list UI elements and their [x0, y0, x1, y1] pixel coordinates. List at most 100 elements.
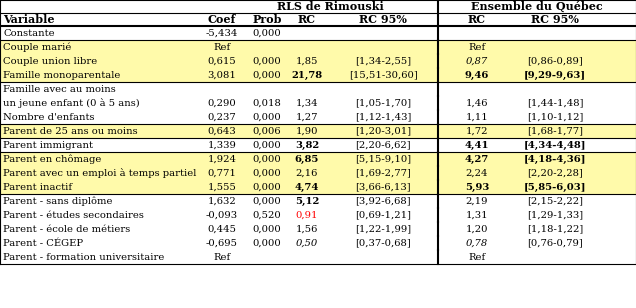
Bar [0, 124, 636, 138]
Bar [0, 250, 636, 264]
Text: [0,86-0,89]: [0,86-0,89] [527, 56, 583, 66]
Bar [0, 13, 636, 26]
Text: 1,11: 1,11 [466, 112, 488, 121]
Text: Parent avec un emploi à temps partiel: Parent avec un emploi à temps partiel [3, 168, 197, 178]
Bar [0, 138, 636, 152]
Bar [0, 68, 636, 82]
Text: 1,924: 1,924 [207, 155, 237, 164]
Text: Parent - école de métiers: Parent - école de métiers [3, 225, 130, 233]
Text: Ref: Ref [213, 43, 231, 51]
Text: 3,82: 3,82 [295, 140, 319, 149]
Text: Parent - études secondaires: Parent - études secondaires [3, 210, 144, 220]
Text: Ref: Ref [468, 253, 486, 261]
Text: [4,34-4,48]: [4,34-4,48] [524, 140, 586, 149]
Text: [1,34-2,55]: [1,34-2,55] [355, 56, 411, 66]
Text: [4,18-4,36]: [4,18-4,36] [524, 155, 586, 164]
Bar [0, 82, 636, 96]
Text: 1,72: 1,72 [466, 127, 488, 136]
Text: 0,000: 0,000 [252, 140, 281, 149]
Text: 0,018: 0,018 [252, 99, 282, 107]
Text: 0,520: 0,520 [252, 210, 281, 220]
Text: 1,31: 1,31 [466, 210, 488, 220]
Text: [0,37-0,68]: [0,37-0,68] [355, 238, 411, 248]
Text: Ensemble du Québec: Ensemble du Québec [471, 1, 603, 12]
Bar [0, 208, 636, 222]
Bar [0, 110, 636, 124]
Bar [0, 152, 636, 166]
Text: [1,10-1,12]: [1,10-1,12] [527, 112, 583, 121]
Bar [0, 0, 636, 13]
Text: 1,20: 1,20 [466, 225, 488, 233]
Text: [1,20-3,01]: [1,20-3,01] [355, 127, 411, 136]
Bar [0, 180, 636, 194]
Text: 0,91: 0,91 [296, 210, 318, 220]
Text: Couple marié: Couple marié [3, 42, 71, 52]
Text: 21,78: 21,78 [291, 71, 322, 79]
Text: Parent - formation universitaire: Parent - formation universitaire [3, 253, 164, 261]
Bar [0, 236, 636, 250]
Text: 1,339: 1,339 [207, 140, 237, 149]
Text: 1,56: 1,56 [296, 225, 318, 233]
Text: [15,51-30,60]: [15,51-30,60] [349, 71, 417, 79]
Text: -0,093: -0,093 [206, 210, 238, 220]
Text: 0,000: 0,000 [252, 225, 281, 233]
Text: Constante: Constante [3, 29, 55, 38]
Text: Parent inactif: Parent inactif [3, 183, 72, 192]
Text: 1,85: 1,85 [296, 56, 318, 66]
Text: [1,44-1,48]: [1,44-1,48] [527, 99, 583, 107]
Text: 0,87: 0,87 [466, 56, 488, 66]
Text: 5,12: 5,12 [295, 197, 319, 205]
Text: [1,22-1,99]: [1,22-1,99] [355, 225, 411, 233]
Text: 1,90: 1,90 [296, 127, 318, 136]
Text: [2,20-2,28]: [2,20-2,28] [527, 168, 583, 177]
Text: Parent - sans diplôme: Parent - sans diplôme [3, 196, 113, 206]
Text: RLS de Rimouski: RLS de Rimouski [277, 1, 384, 12]
Text: Nombre d'enfants: Nombre d'enfants [3, 112, 95, 121]
Text: [1,05-1,70]: [1,05-1,70] [355, 99, 411, 107]
Text: [0,69-1,21]: [0,69-1,21] [355, 210, 411, 220]
Text: un jeune enfant (0 à 5 ans): un jeune enfant (0 à 5 ans) [3, 98, 140, 108]
Text: 0,006: 0,006 [252, 127, 281, 136]
Text: 0,000: 0,000 [252, 56, 281, 66]
Text: [3,66-6,13]: [3,66-6,13] [355, 183, 411, 192]
Text: [9,29-9,63]: [9,29-9,63] [524, 71, 586, 79]
Text: [1,29-1,33]: [1,29-1,33] [527, 210, 583, 220]
Text: 0,000: 0,000 [252, 112, 281, 121]
Bar [0, 26, 636, 40]
Text: 0,771: 0,771 [207, 168, 237, 177]
Text: Famille monoparentale: Famille monoparentale [3, 71, 120, 79]
Text: 5,93: 5,93 [465, 183, 489, 192]
Text: 0,000: 0,000 [252, 238, 281, 248]
Text: 0,000: 0,000 [252, 183, 281, 192]
Bar [0, 194, 636, 208]
Text: [5,15-9,10]: [5,15-9,10] [355, 155, 411, 164]
Text: 2,19: 2,19 [466, 197, 488, 205]
Text: [1,68-1,77]: [1,68-1,77] [527, 127, 583, 136]
Text: 0,643: 0,643 [207, 127, 237, 136]
Text: 2,24: 2,24 [466, 168, 488, 177]
Text: RC 95%: RC 95% [531, 14, 579, 25]
Text: Parent de 25 ans ou moins: Parent de 25 ans ou moins [3, 127, 137, 136]
Text: 0,615: 0,615 [207, 56, 237, 66]
Text: Variable: Variable [3, 14, 55, 25]
Text: [1,18-1,22]: [1,18-1,22] [527, 225, 583, 233]
Bar [0, 96, 636, 110]
Text: Couple union libre: Couple union libre [3, 56, 97, 66]
Text: Ref: Ref [213, 253, 231, 261]
Text: RC 95%: RC 95% [359, 14, 407, 25]
Text: Parent en chômage: Parent en chômage [3, 154, 101, 164]
Text: 1,555: 1,555 [207, 183, 237, 192]
Text: 4,74: 4,74 [295, 183, 319, 192]
Text: Prob: Prob [252, 14, 282, 25]
Text: [3,92-6,68]: [3,92-6,68] [355, 197, 411, 205]
Text: 0,000: 0,000 [252, 197, 281, 205]
Text: 4,27: 4,27 [465, 155, 489, 164]
Text: Coef: Coef [208, 14, 236, 25]
Text: 1,632: 1,632 [207, 197, 237, 205]
Text: Parent - CÉGEP: Parent - CÉGEP [3, 238, 83, 248]
Bar [0, 222, 636, 236]
Text: -0,695: -0,695 [206, 238, 238, 248]
Text: Famille avec au moins: Famille avec au moins [3, 84, 116, 94]
Text: 1,46: 1,46 [466, 99, 488, 107]
Text: 0,237: 0,237 [207, 112, 237, 121]
